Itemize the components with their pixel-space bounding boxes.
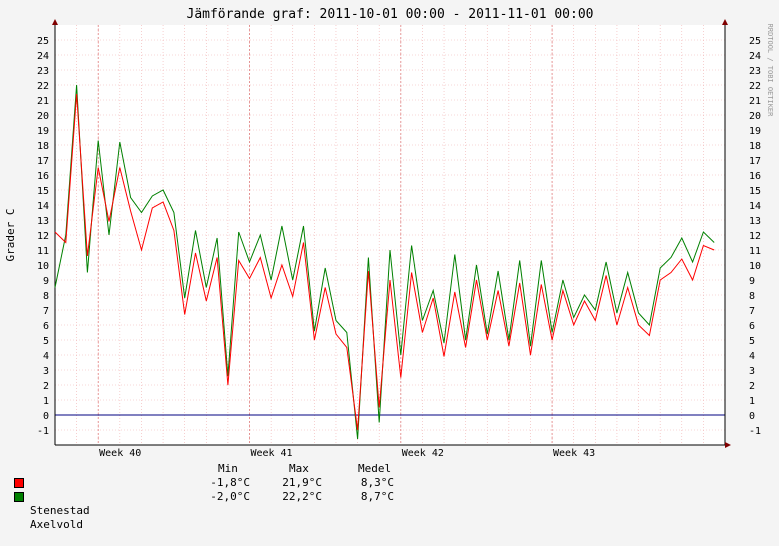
y-tick-label-right: 16 xyxy=(749,171,761,182)
y-tick-label-right: 22 xyxy=(749,81,761,92)
y-tick-label-left: 3 xyxy=(43,366,49,377)
y-tick-label-left: 13 xyxy=(37,216,49,227)
y-tick-label-left: 4 xyxy=(43,351,49,362)
axis-arrow xyxy=(725,442,731,448)
y-tick-label-left: 7 xyxy=(43,306,49,317)
y-tick-label-left: 23 xyxy=(37,66,49,77)
y-tick-label-right: 21 xyxy=(749,96,761,107)
y-tick-label-right: 18 xyxy=(749,141,761,152)
axis-arrow xyxy=(52,19,58,25)
y-tick-label-left: 5 xyxy=(43,336,49,347)
legend-row-axelvold: Axelvold xyxy=(14,490,83,531)
y-tick-label-left: 20 xyxy=(37,111,49,122)
chart-title: Jämförande graf: 2011-10-01 00:00 - 2011… xyxy=(187,7,594,22)
y-tick-label-left: 8 xyxy=(43,291,49,302)
y-tick-label-right: 11 xyxy=(749,246,761,257)
plot-area xyxy=(55,25,725,445)
legend-min-stenestad: -1,8°C xyxy=(210,476,250,489)
series-line-stenestad xyxy=(54,93,715,431)
legend-max-axelvold: 22,2°C xyxy=(282,490,322,503)
legend-swatch-stenestad xyxy=(14,478,24,488)
axis-arrow xyxy=(722,19,728,25)
legend: Min Max Medel Stenestad -1,8°C 21,9°C 8,… xyxy=(0,461,779,531)
y-tick-label-right: -1 xyxy=(749,426,761,437)
y-tick-label-left: 21 xyxy=(37,96,49,107)
y-tick-label-right: 12 xyxy=(749,231,761,242)
y-tick-label-left: 17 xyxy=(37,156,49,167)
x-tick-label: Week 40 xyxy=(99,448,141,459)
y-tick-label-left: 0 xyxy=(43,411,49,422)
y-tick-label-right: 9 xyxy=(749,276,755,287)
legend-header-max: Max xyxy=(289,462,309,475)
series-line-axelvold xyxy=(54,84,715,440)
y-tick-label-right: 20 xyxy=(749,111,761,122)
y-tick-label-right: 2 xyxy=(749,381,755,392)
y-axis-label: Grader C xyxy=(4,209,17,262)
y-tick-label-right: 14 xyxy=(749,201,761,212)
y-tick-label-right: 8 xyxy=(749,291,755,302)
y-tick-label-right: 17 xyxy=(749,156,761,167)
y-tick-label-left: 16 xyxy=(37,171,49,182)
y-tick-label-left: 22 xyxy=(37,81,49,92)
x-tick-label: Week 42 xyxy=(402,448,444,459)
y-tick-label-right: 0 xyxy=(749,411,755,422)
y-tick-label-right: 5 xyxy=(749,336,755,347)
y-tick-label-right: 10 xyxy=(749,261,761,272)
y-tick-label-right: 23 xyxy=(749,66,761,77)
legend-max-stenestad: 21,9°C xyxy=(282,476,322,489)
y-tick-label-left: 12 xyxy=(37,231,49,242)
y-tick-label-left: 25 xyxy=(37,36,49,47)
legend-min-axelvold: -2,0°C xyxy=(210,490,250,503)
legend-mean-stenestad: 8,3°C xyxy=(360,476,394,489)
y-tick-label-left: 2 xyxy=(43,381,49,392)
y-tick-label-left: 11 xyxy=(37,246,49,257)
y-tick-label-left: 24 xyxy=(37,51,49,62)
x-tick-label: Week 41 xyxy=(250,448,292,459)
y-tick-label-right: 1 xyxy=(749,396,755,407)
y-tick-label-left: 15 xyxy=(37,186,49,197)
legend-name-axelvold: Axelvold xyxy=(30,518,83,531)
grid xyxy=(54,25,726,445)
y-tick-label-left: 10 xyxy=(37,261,49,272)
y-tick-label-left: 19 xyxy=(37,126,49,137)
y-tick-label-right: 15 xyxy=(749,186,761,197)
y-tick-label-right: 19 xyxy=(749,126,761,137)
y-tick-label-left: 9 xyxy=(43,276,49,287)
legend-row-stenestad: Stenestad xyxy=(14,476,90,517)
y-tick-label-right: 25 xyxy=(749,36,761,47)
x-tick-label: Week 43 xyxy=(553,448,595,459)
y-tick-label-left: 18 xyxy=(37,141,49,152)
y-tick-label-right: 13 xyxy=(749,216,761,227)
legend-mean-axelvold: 8,7°C xyxy=(360,490,394,503)
y-tick-label-left: 6 xyxy=(43,321,49,332)
legend-header-min: Min xyxy=(218,462,238,475)
watermark: RRDTOOL / TOBI OETIKER xyxy=(766,24,774,118)
legend-swatch-axelvold xyxy=(14,492,24,502)
y-tick-label-right: 24 xyxy=(749,51,761,62)
chart-container: -1 -1 0 0 1 1 2 2 3 3 4 4 5 5 6 6 7 7 8 8 9 9 10 10 11 11 12 12 13 13… xyxy=(0,7,779,531)
legend-header-mean: Medel xyxy=(358,462,392,475)
y-tick-label-right: 6 xyxy=(749,321,755,332)
y-tick-label-right: 3 xyxy=(749,366,755,377)
y-tick-label-left: -1 xyxy=(37,426,49,437)
y-tick-label-left: 14 xyxy=(37,201,49,212)
y-tick-label-right: 7 xyxy=(749,306,755,317)
y-tick-label-left: 1 xyxy=(43,396,49,407)
series-lines xyxy=(54,84,715,440)
y-tick-label-right: 4 xyxy=(749,351,755,362)
